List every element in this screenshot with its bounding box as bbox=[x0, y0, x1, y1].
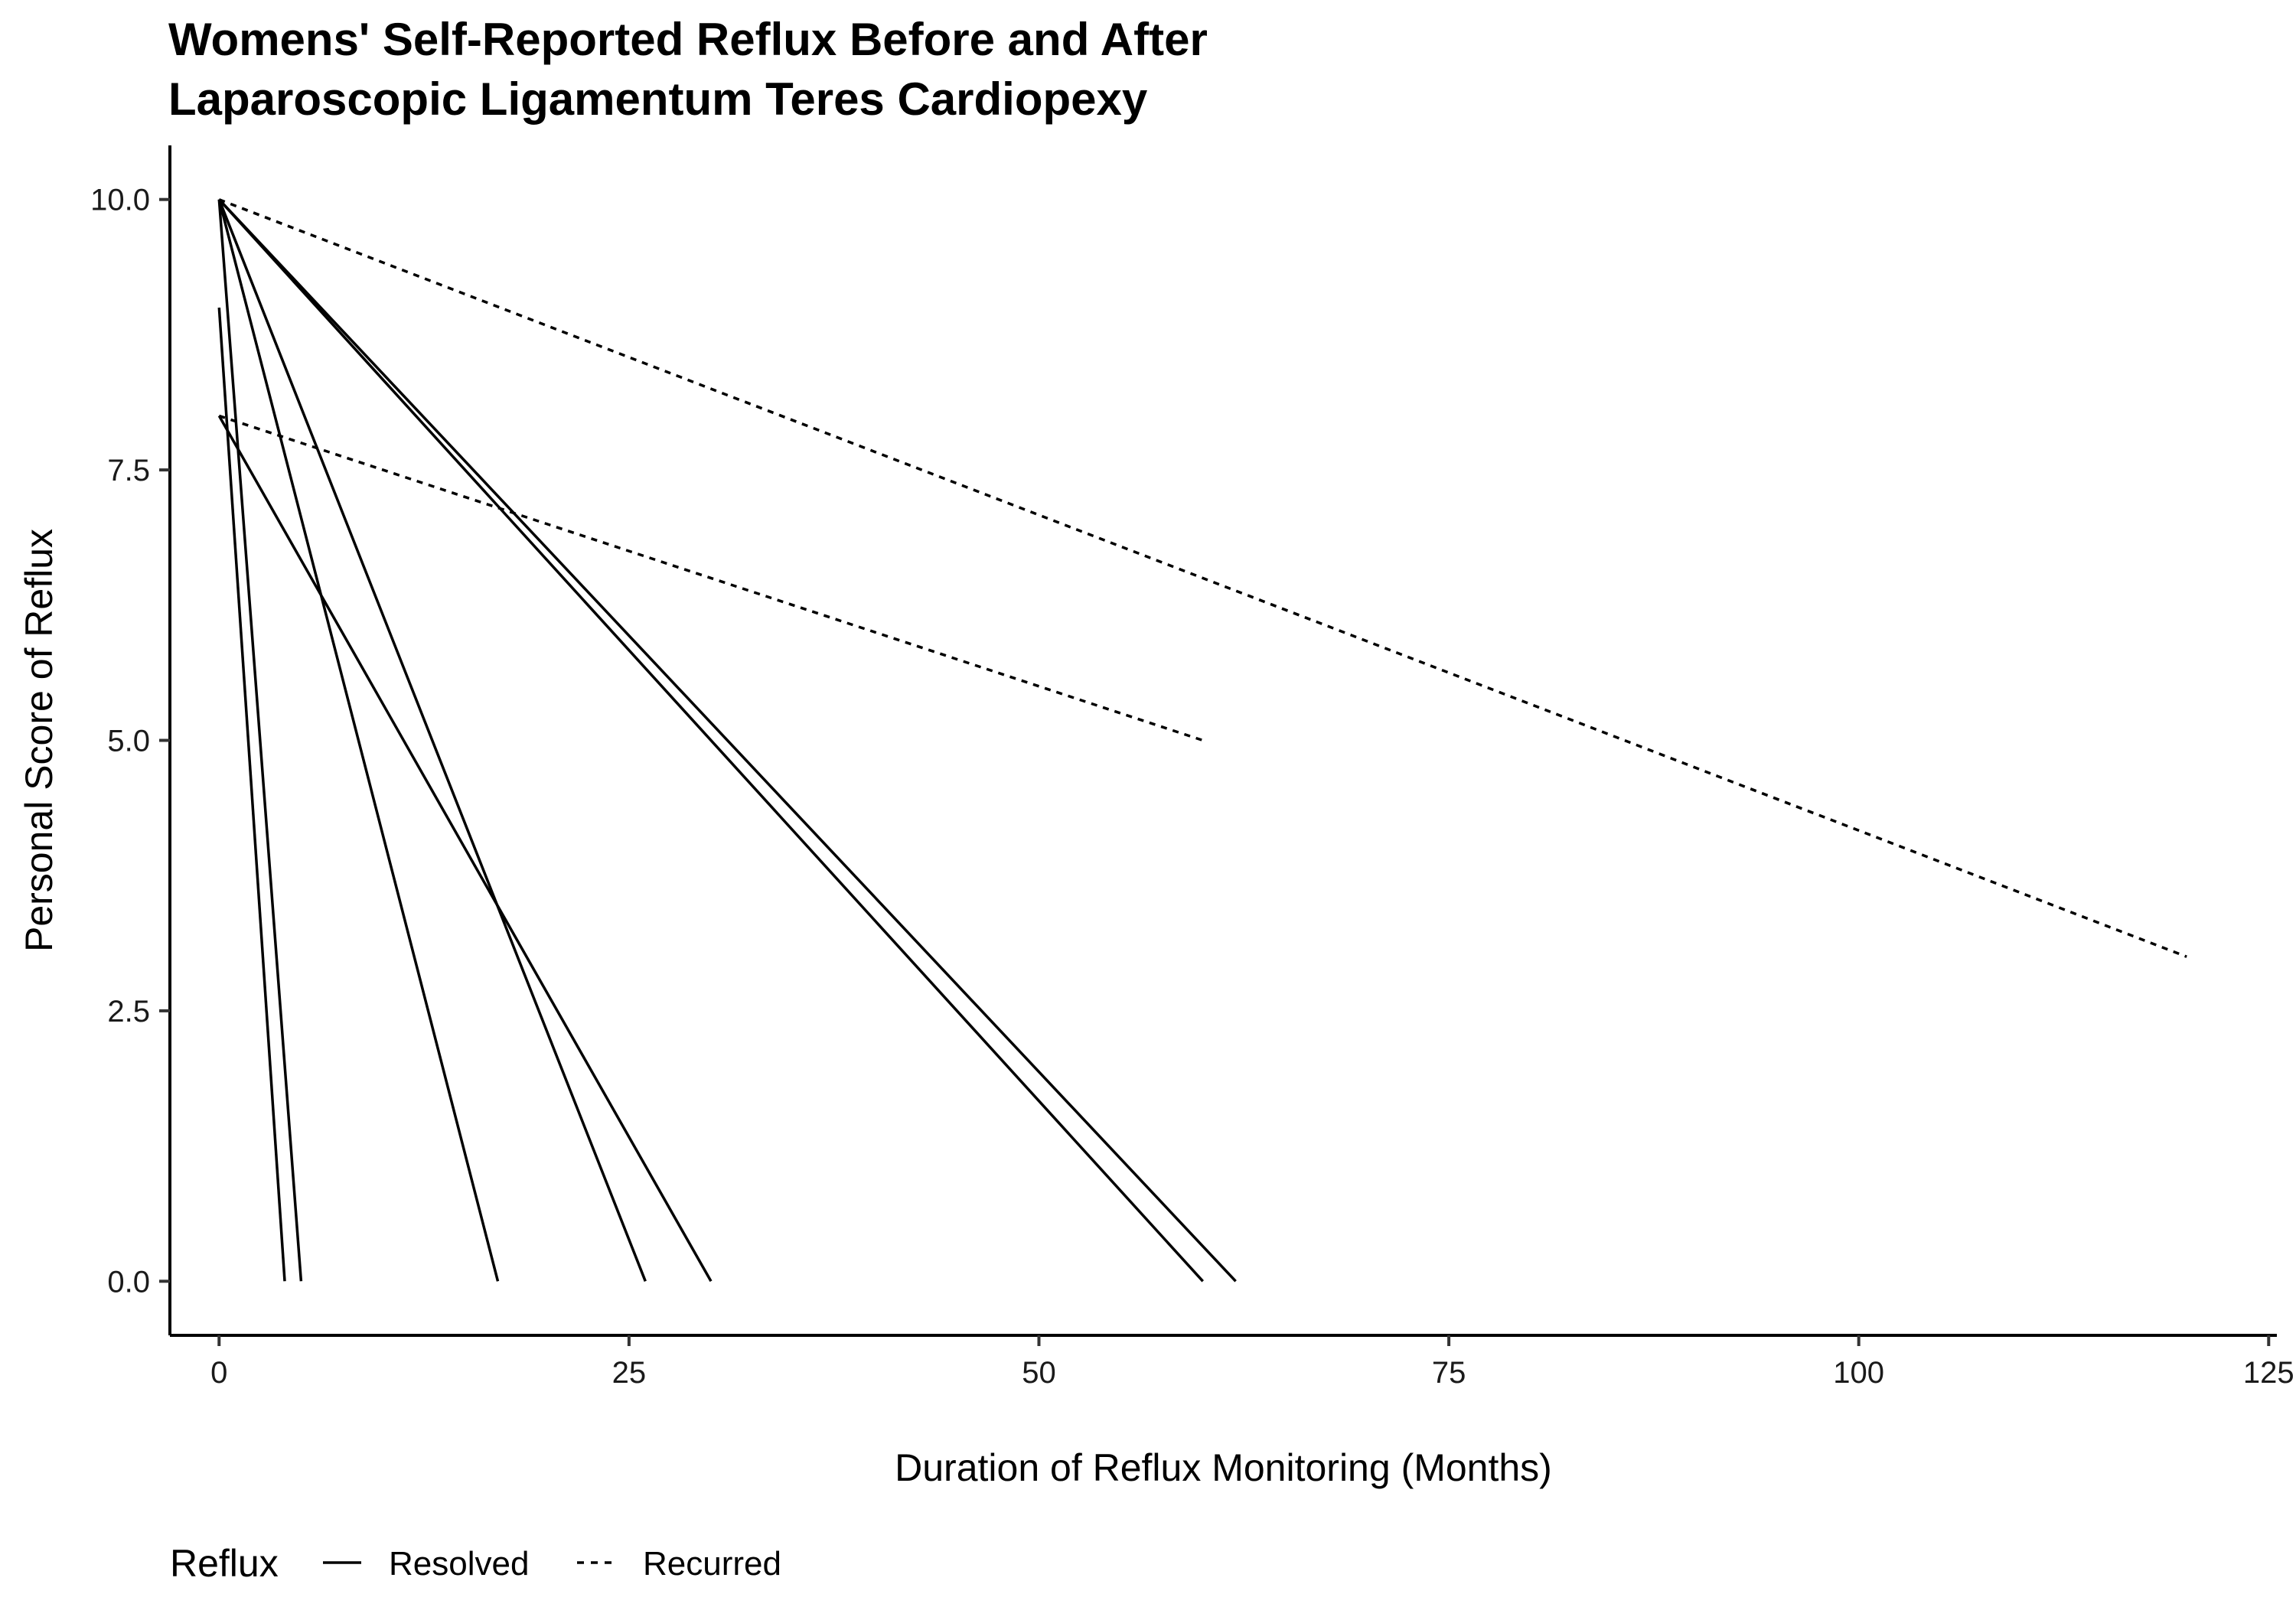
x-tick-label: 0 bbox=[210, 1356, 227, 1390]
series-line-resolved-1 bbox=[217, 199, 303, 1282]
chart-title-line-1: Womens' Self-Reported Reflux Before and … bbox=[168, 14, 1208, 65]
series-line-resolved-2 bbox=[217, 199, 500, 1282]
y-tick-label: 2.5 bbox=[107, 995, 150, 1028]
x-tick-label: 75 bbox=[1432, 1356, 1466, 1390]
series-line-resolved-0 bbox=[217, 307, 286, 1282]
x-axis-ticks: 0 25 50 75 100 125 bbox=[210, 1335, 2294, 1390]
series-line-resolved-6 bbox=[218, 198, 1237, 1283]
y-tick-label: 7.5 bbox=[107, 454, 150, 487]
series-line-resolved-4 bbox=[217, 415, 713, 1283]
series-line-recurred-8 bbox=[218, 198, 2187, 958]
legend: Reflux Resolved Recurred bbox=[170, 1542, 781, 1585]
x-tick-label: 125 bbox=[2243, 1356, 2294, 1390]
series-line-resolved-5 bbox=[218, 198, 1204, 1283]
legend-label-recurred: Recurred bbox=[643, 1545, 781, 1583]
y-axis-title: Personal Score of Reflux bbox=[18, 529, 60, 952]
series-layer bbox=[217, 198, 2187, 1283]
y-tick-label: 10.0 bbox=[90, 184, 150, 217]
x-axis-title: Duration of Reflux Monitoring (Months) bbox=[895, 1446, 1552, 1489]
x-tick-label: 25 bbox=[612, 1356, 647, 1390]
y-axis-ticks: 0.0 2.5 5.0 7.5 10.0 bbox=[90, 184, 170, 1299]
legend-label-resolved: Resolved bbox=[389, 1545, 529, 1583]
x-tick-label: 50 bbox=[1022, 1356, 1056, 1390]
chart-title-line-2: Laparoscopic Ligamentum Teres Cardiopexy bbox=[168, 73, 1148, 125]
series-line-recurred-7 bbox=[218, 414, 1204, 742]
y-tick-label: 5.0 bbox=[107, 725, 150, 758]
x-tick-label: 100 bbox=[1833, 1356, 1884, 1390]
legend-title: Reflux bbox=[170, 1542, 279, 1585]
y-tick-label: 0.0 bbox=[107, 1265, 150, 1299]
series-line-resolved-3 bbox=[217, 199, 647, 1282]
